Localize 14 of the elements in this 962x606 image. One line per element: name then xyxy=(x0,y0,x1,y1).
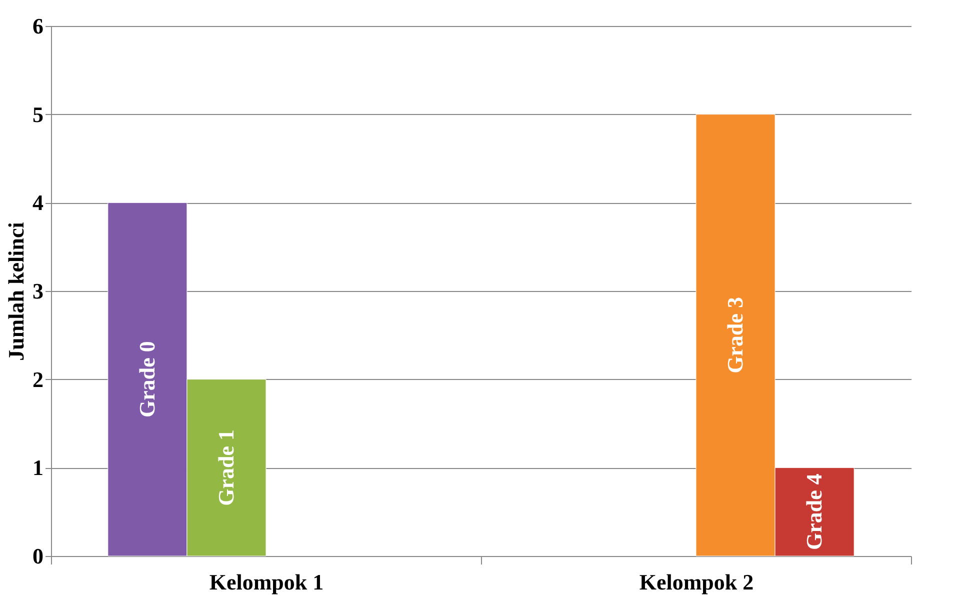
y-tick-label: 5 xyxy=(32,102,44,127)
y-tick-label: 2 xyxy=(32,366,44,392)
y-axis-title: Jumlah kelinci xyxy=(4,222,28,361)
x-tick-label: Kelompok 1 xyxy=(209,570,324,594)
y-tick-label: 0 xyxy=(32,544,44,568)
y-tick-label: 1 xyxy=(32,455,44,480)
y-tick-label: 4 xyxy=(32,190,44,216)
series-label: Grade 4 xyxy=(802,474,827,550)
x-tick-label: Kelompok 2 xyxy=(639,570,754,594)
series-label: Grade 3 xyxy=(722,296,748,374)
series-label: Grade 1 xyxy=(213,429,238,506)
series-label: Grade 0 xyxy=(134,341,160,418)
y-tick-label: 6 xyxy=(32,14,44,38)
y-tick-label: 3 xyxy=(32,278,44,304)
